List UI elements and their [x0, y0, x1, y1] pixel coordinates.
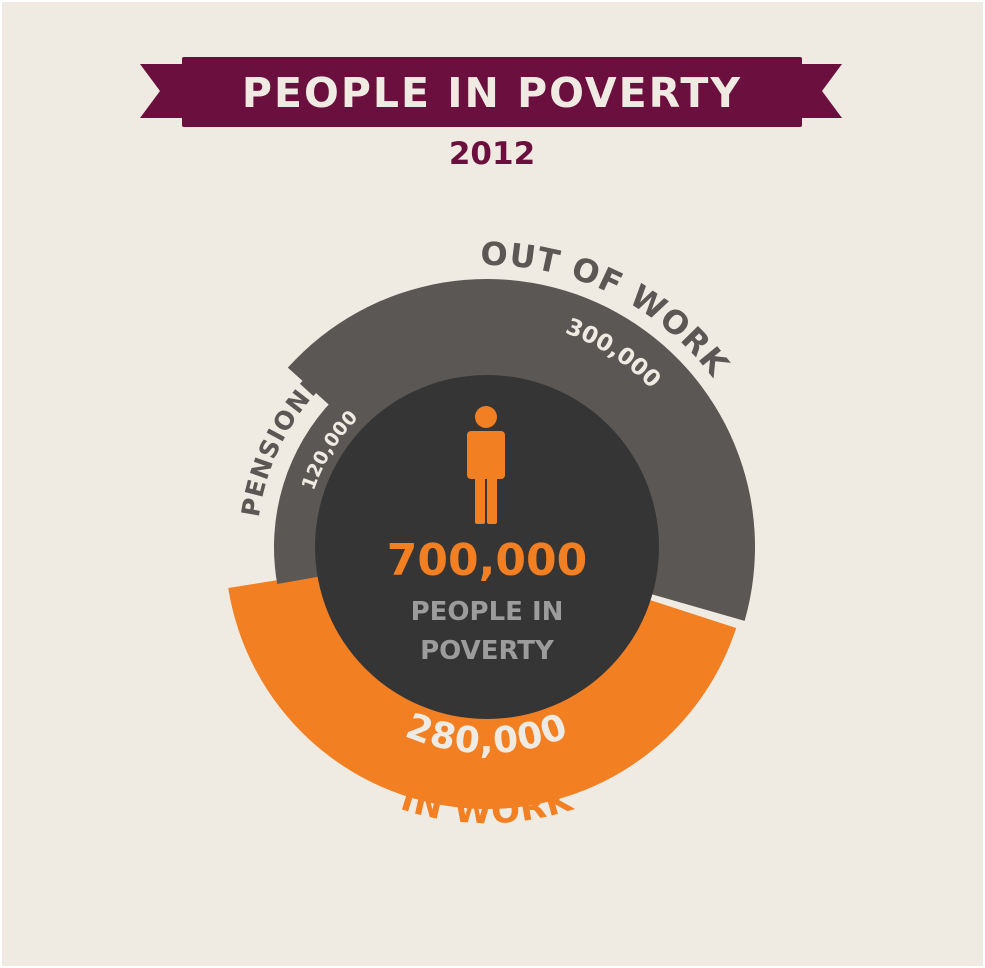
title-banner: PEOPLE IN POVERTY [140, 57, 842, 127]
banner-body [182, 57, 802, 127]
center-disc [315, 375, 659, 719]
center-label-line-2: POVERTY [420, 636, 555, 666]
pensioners-segment [274, 399, 372, 584]
out-of-work-segment [287, 278, 755, 621]
page-title: PEOPLE IN POVERTY [242, 69, 742, 117]
year-subtitle: 2012 [449, 136, 535, 172]
in-work-segment [228, 572, 737, 810]
total-value: 700,000 [387, 535, 587, 586]
person-icon [467, 406, 505, 524]
center-label-line-1: PEOPLE IN [411, 597, 564, 627]
